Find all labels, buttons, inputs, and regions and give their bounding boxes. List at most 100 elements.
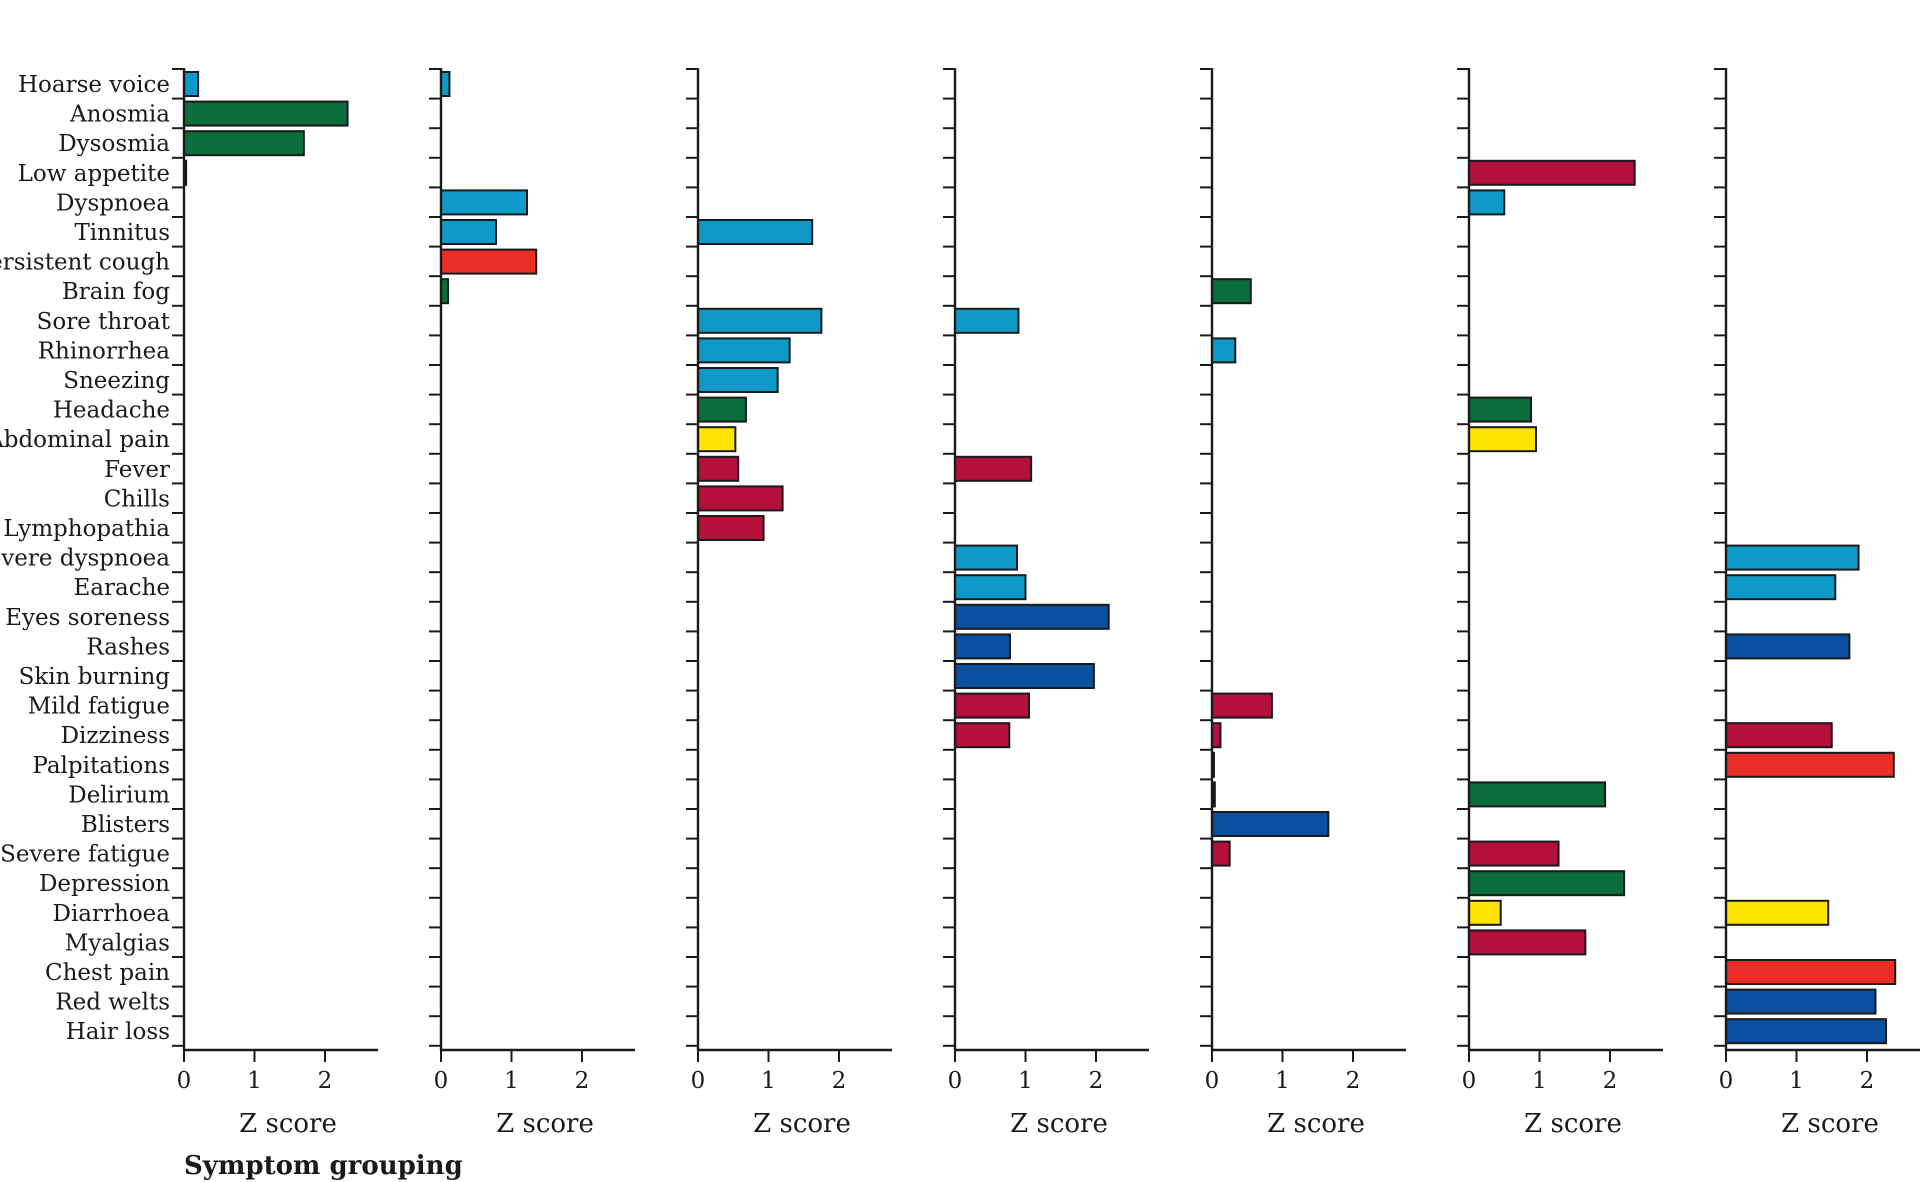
panel-1-bar-dysosmia <box>183 130 305 157</box>
category-label-sore-throat: Sore throat <box>37 309 171 335</box>
panel-5-x-tick-label-2: 2 <box>1346 1068 1361 1094</box>
panel-7-bar-palpitations <box>1725 751 1895 778</box>
category-label-blisters: Blisters <box>81 812 170 838</box>
category-label-lymphopathia: Lymphopathia <box>3 516 170 542</box>
category-label-hoarse-voice: Hoarse voice <box>18 72 170 98</box>
panel-3-x-axis-label: Z score <box>753 1109 851 1139</box>
panel-4-bar-earache <box>954 574 1027 601</box>
panel-1-x-tick-label-2: 2 <box>318 1068 333 1094</box>
panel-3-bar-tinnitus <box>697 219 814 245</box>
panel-3-bar-chills <box>697 485 784 512</box>
panel-3-bar-rhinorrhea <box>697 337 791 364</box>
category-label-eyes-soreness: Eyes soreness <box>5 605 170 631</box>
panel-6-bar-depression <box>1468 870 1626 897</box>
panel-7-bar-hair-loss <box>1725 1018 1888 1045</box>
panel-2-x-tick-label-1: 1 <box>504 1068 519 1094</box>
panel-3-bar-lymphopathia <box>697 515 765 541</box>
category-label-depression: Depression <box>39 871 170 897</box>
panel-5-bar-rhinorrhea <box>1211 337 1237 364</box>
panel-7-bar-rashes <box>1725 633 1851 660</box>
panel-6-bar-abdominal-pain <box>1468 426 1537 453</box>
panel-4-bar-rashes <box>954 633 1011 660</box>
panel-4-x-axis-label: Z score <box>1010 1109 1108 1139</box>
panel-2-bar-persistent-cough <box>440 248 538 275</box>
panel-5-bar-brain-fog <box>1211 278 1252 305</box>
panel-6-x-tick-label-1: 1 <box>1532 1068 1547 1094</box>
panel-4-x-tick-label-2: 2 <box>1089 1068 1104 1094</box>
panel-3-bar-abdominal-pain <box>697 426 737 453</box>
panel-1-x-axis-label: Z score <box>239 1109 337 1139</box>
panel-6-x-axis-label: Z score <box>1524 1109 1622 1139</box>
panel-4-bar-eyes-soreness <box>954 603 1110 630</box>
panel-6-bar-delirium <box>1468 781 1607 808</box>
panel-1-bar-hoarse-voice <box>183 71 200 97</box>
bars-layer <box>183 71 1897 1045</box>
panel-5-bar-severe-fatigue <box>1211 840 1231 867</box>
panel-6-bar-severe-fatigue <box>1468 840 1560 867</box>
category-label-sneezing: Sneezing <box>63 368 170 394</box>
panel-5-bar-dizziness <box>1211 722 1222 749</box>
panel-7-bar-red-welts <box>1725 988 1877 1015</box>
panel-2-bar-dyspnoea <box>440 189 529 216</box>
panel-3-bar-fever <box>697 455 740 482</box>
category-label-skin-burning: Skin burning <box>19 664 171 690</box>
panel-3-bar-sneezing <box>697 367 779 393</box>
category-label-headache: Headache <box>53 398 170 424</box>
category-label-chills: Chills <box>104 486 170 512</box>
panel-7-bar-dizziness <box>1725 722 1833 749</box>
category-label-hair-loss: Hair loss <box>66 1019 170 1045</box>
panel-4-bar-mild-fatigue <box>954 692 1031 719</box>
panel-5-x-axis-label: Z score <box>1267 1109 1365 1139</box>
category-label-abdominal-pain: Abdominal pain <box>0 427 170 453</box>
panel-5-x-tick-label-1: 1 <box>1275 1068 1290 1094</box>
panel-6-bar-headache <box>1468 396 1533 423</box>
category-label-rhinorrhea: Rhinorrhea <box>38 338 171 364</box>
panel-1-bar-anosmia <box>183 100 349 127</box>
footnote-symptom-grouping: Symptom grouping <box>184 1151 463 1181</box>
panel-6-bar-diarrhoea <box>1468 899 1502 926</box>
category-label-earache: Earache <box>73 575 170 601</box>
panel-2-x-axis-label: Z score <box>496 1109 594 1139</box>
panel-6-bar-myalgias <box>1468 929 1587 956</box>
category-label-dyspnoea: Dyspnoea <box>56 190 170 216</box>
panel-5-bar-mild-fatigue <box>1211 692 1273 719</box>
panel-7-x-tick-label-1: 1 <box>1789 1068 1804 1094</box>
category-label-dizziness: Dizziness <box>61 723 170 749</box>
category-label-severe-dyspnoea: Severe dyspnoea <box>0 546 170 572</box>
category-labels: Hoarse voice Anosmia Dysosmia Low appetite D… <box>0 72 171 1045</box>
category-label-chest-pain: Chest pain <box>45 960 170 986</box>
panel-2-bar-tinnitus <box>440 219 497 245</box>
panel-6-bar-dyspnoea <box>1468 189 1506 216</box>
panel-3-bar-headache <box>697 396 747 423</box>
panel-6-x-tick-label-2: 2 <box>1603 1068 1618 1094</box>
category-label-palpitations: Palpitations <box>32 753 170 779</box>
panel-3-x-tick-label-1: 1 <box>761 1068 776 1094</box>
panel-2-x-tick-label-0: 0 <box>434 1068 449 1094</box>
panel-2-x-tick-label-2: 2 <box>575 1068 590 1094</box>
panel-4-x-tick-label-1: 1 <box>1018 1068 1033 1094</box>
panel-4-bar-fever <box>954 455 1033 482</box>
panel-4-bar-dizziness <box>954 722 1011 749</box>
axes-layer: 0 1 2 Z score 0 1 2 Z score 0 1 2 Z score 0 1 2 Z score… <box>172 68 1920 1139</box>
category-label-anosmia: Anosmia <box>69 102 170 128</box>
category-label-myalgias: Myalgias <box>65 930 170 956</box>
category-label-delirium: Delirium <box>68 782 170 808</box>
panel-6-bar-low-appetite <box>1468 159 1636 186</box>
category-label-diarrhoea: Diarrhoea <box>53 901 171 927</box>
category-label-low-appetite: Low appetite <box>18 161 170 187</box>
panel-5-x-tick-label-0: 0 <box>1205 1068 1220 1094</box>
category-label-red-welts: Red welts <box>55 990 170 1016</box>
panel-7-x-tick-label-0: 0 <box>1719 1068 1734 1094</box>
panel-3-x-tick-label-0: 0 <box>691 1068 706 1094</box>
panel-3-bar-sore-throat <box>697 307 823 334</box>
panel-7-bar-diarrhoea <box>1725 899 1830 926</box>
panel-7-x-axis-label: Z score <box>1781 1109 1879 1139</box>
category-label-fever: Fever <box>104 457 170 483</box>
panel-7-x-tick-label-2: 2 <box>1860 1068 1875 1094</box>
panel-1-x-tick-label-0: 0 <box>177 1068 192 1094</box>
panel-4-bar-skin-burning <box>954 663 1095 689</box>
category-label-tinnitus: Tinnitus <box>74 220 170 246</box>
category-label-persistent-cough: Persistent cough <box>0 250 170 276</box>
panel-7-bar-earache <box>1725 574 1837 601</box>
